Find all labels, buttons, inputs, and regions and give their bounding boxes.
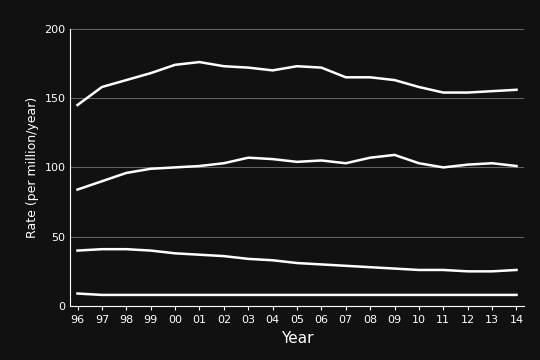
Legend: Cystic kidney disease, Diabetes, Glomerulonephritis, Hypertension: Cystic kidney disease, Diabetes, Glomeru… [64,0,530,3]
Y-axis label: Rate (per million/year): Rate (per million/year) [26,97,39,238]
X-axis label: Year: Year [281,330,313,346]
